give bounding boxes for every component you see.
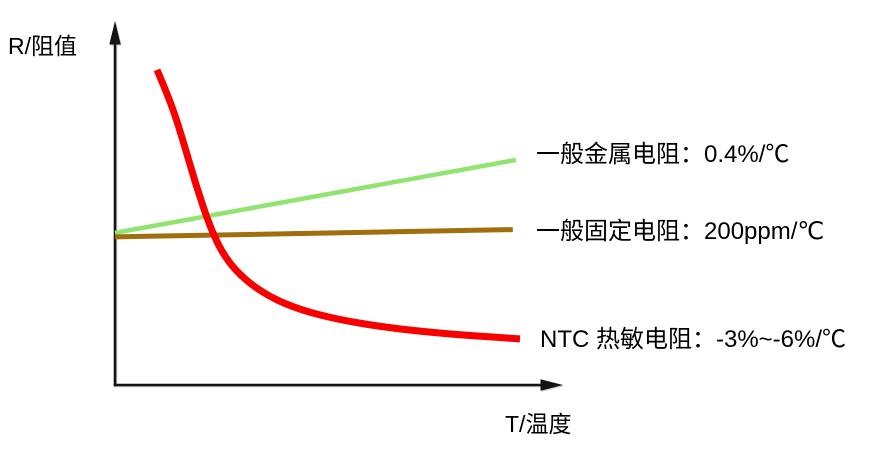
annotation-metal-resistor: 一般金属电阻：0.4%/℃: [536, 141, 790, 168]
series-line-ntc: [153, 68, 521, 343]
y-axis-arrow-icon: [109, 21, 121, 45]
annotation-fixed-resistor: 一般固定电阻：200ppm/℃: [536, 218, 825, 245]
y-axis-label: R/阻值: [8, 33, 77, 59]
x-axis-arrow-icon: [540, 379, 563, 391]
series-layer: [114, 68, 521, 343]
series-line-fixed: [114, 227, 513, 240]
axes: [109, 21, 563, 391]
x-axis-label: T/温度: [505, 411, 572, 437]
annotation-ntc-thermistor: NTC 热敏电阻：-3%~-6%/℃: [540, 326, 847, 353]
series-line-metal: [114, 157, 517, 236]
